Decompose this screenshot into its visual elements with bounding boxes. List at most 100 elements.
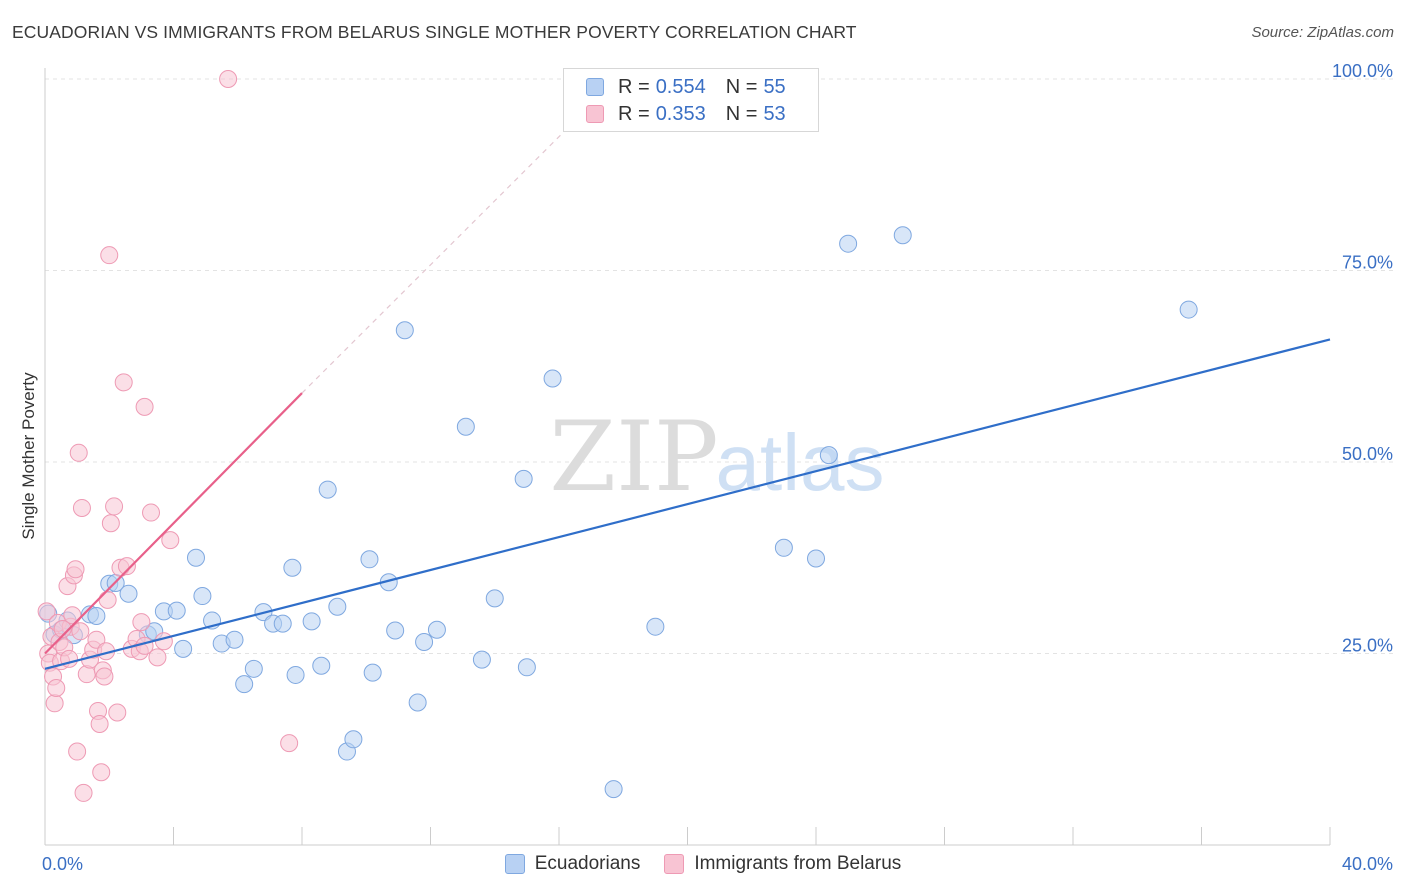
point-ecuadorians xyxy=(273,614,292,633)
axis-layer: 25.0% 50.0% 75.0% 100.0% 0.0% 40.0% xyxy=(42,61,1393,874)
point-ecuadorians xyxy=(286,665,305,684)
point-belarus xyxy=(71,622,90,641)
source-label: Source: ZipAtlas.com xyxy=(1251,24,1394,41)
point-belarus xyxy=(142,503,161,522)
y-tick-label: 100.0% xyxy=(1332,61,1393,81)
point-ecuadorians xyxy=(363,663,382,682)
point-belarus xyxy=(47,678,66,697)
point-ecuadorians xyxy=(807,549,825,568)
legend-item-belarus: Immigrants from Belarus xyxy=(664,853,901,875)
point-ecuadorians xyxy=(386,621,405,640)
legend-row-belarus: R = 0.353 N = 53 xyxy=(586,102,786,126)
legend-r-value: 0.353 xyxy=(655,102,706,125)
point-ecuadorians xyxy=(167,601,186,620)
point-ecuadorians xyxy=(318,480,337,499)
y-axis-label: Single Mother Poverty xyxy=(19,372,38,540)
point-ecuadorians xyxy=(283,558,302,577)
point-ecuadorians xyxy=(839,234,858,253)
point-ecuadorians xyxy=(312,656,331,675)
point-ecuadorians xyxy=(395,321,414,340)
legend-r-label: R = xyxy=(618,102,650,125)
point-ecuadorians xyxy=(543,369,562,388)
point-ecuadorians xyxy=(517,658,536,677)
point-ecuadorians xyxy=(819,446,838,465)
point-ecuadorians xyxy=(408,693,427,712)
point-belarus xyxy=(108,703,127,722)
legend-label-ecuadorians: Ecuadorians xyxy=(534,853,641,874)
point-belarus xyxy=(74,783,93,802)
legend-r-value: 0.554 xyxy=(655,75,706,98)
point-belarus xyxy=(219,70,238,88)
legend-n-label: N = xyxy=(725,102,758,125)
point-belarus xyxy=(95,667,114,686)
legend-r-label: R = xyxy=(618,75,650,98)
point-ecuadorians xyxy=(87,606,106,625)
point-ecuadorians xyxy=(774,538,793,557)
point-ecuadorians xyxy=(485,589,504,608)
trendline-belarus xyxy=(44,392,303,655)
point-belarus xyxy=(154,632,173,651)
point-belarus xyxy=(66,560,85,579)
legend-item-ecuadorians: Ecuadorians xyxy=(504,853,641,875)
legend-n-value: 55 xyxy=(763,75,786,98)
point-ecuadorians xyxy=(360,550,379,569)
point-ecuadorians xyxy=(1179,300,1198,319)
watermark: ZIP atlas xyxy=(549,401,884,513)
point-belarus xyxy=(45,694,64,713)
point-ecuadorians xyxy=(604,780,623,799)
point-ecuadorians xyxy=(415,633,434,652)
watermark-zip: ZIP xyxy=(549,401,718,513)
point-ecuadorians xyxy=(186,548,205,567)
point-belarus xyxy=(132,613,151,632)
point-belarus xyxy=(148,648,167,667)
legend-n-value: 53 xyxy=(763,102,786,125)
watermark-atlas: atlas xyxy=(716,418,885,507)
point-belarus xyxy=(101,514,120,533)
legend-label-belarus: Immigrants from Belarus xyxy=(694,853,902,874)
point-ecuadorians xyxy=(225,630,244,649)
series-legend: Ecuadorians Immigrants from Belarus xyxy=(0,852,1406,876)
point-belarus xyxy=(117,557,136,576)
point-belarus xyxy=(280,734,299,753)
point-ecuadorians xyxy=(244,659,263,678)
point-belarus xyxy=(114,373,133,392)
trendline-layer xyxy=(44,78,1331,670)
point-ecuadorians xyxy=(646,617,665,636)
point-ecuadorians xyxy=(235,675,254,694)
point-ecuadorians xyxy=(328,597,347,616)
point-ecuadorians xyxy=(893,226,912,245)
point-ecuadorians xyxy=(456,417,475,436)
point-belarus xyxy=(135,397,154,416)
y-tick-label: 25.0% xyxy=(1342,636,1393,656)
legend-n-label: N = xyxy=(725,75,758,98)
point-ecuadorians xyxy=(472,650,491,669)
point-belarus xyxy=(92,763,111,782)
legend-swatch-blue xyxy=(586,78,604,96)
chart-title: ECUADORIAN VS IMMIGRANTS FROM BELARUS SI… xyxy=(12,22,857,42)
y-tick-label: 75.0% xyxy=(1342,253,1393,273)
correlation-legend: R = 0.554 N = 55 R = 0.353 N = 53 xyxy=(563,68,819,132)
point-belarus xyxy=(72,498,91,517)
point-belarus xyxy=(37,602,56,621)
point-belarus xyxy=(98,590,117,609)
point-belarus xyxy=(161,531,180,550)
legend-swatch-pink xyxy=(586,105,604,123)
point-ecuadorians xyxy=(427,620,446,639)
points-layer xyxy=(37,70,1198,802)
grid-layer xyxy=(45,78,1394,654)
legend-swatch-pink xyxy=(664,854,685,874)
trendline-ecuadorians xyxy=(44,338,1331,670)
point-belarus xyxy=(69,443,88,462)
legend-row-ecuadorians: R = 0.554 N = 55 xyxy=(586,75,786,99)
point-ecuadorians xyxy=(119,584,138,603)
point-belarus xyxy=(63,606,82,625)
point-belarus xyxy=(90,714,109,733)
point-belarus xyxy=(68,742,87,761)
point-belarus xyxy=(53,619,72,638)
x-tick-label: 0.0% xyxy=(42,854,83,874)
point-ecuadorians xyxy=(174,639,193,658)
y-tick-label: 50.0% xyxy=(1342,444,1393,464)
point-ecuadorians xyxy=(193,587,212,606)
legend-swatch-blue xyxy=(504,854,525,874)
